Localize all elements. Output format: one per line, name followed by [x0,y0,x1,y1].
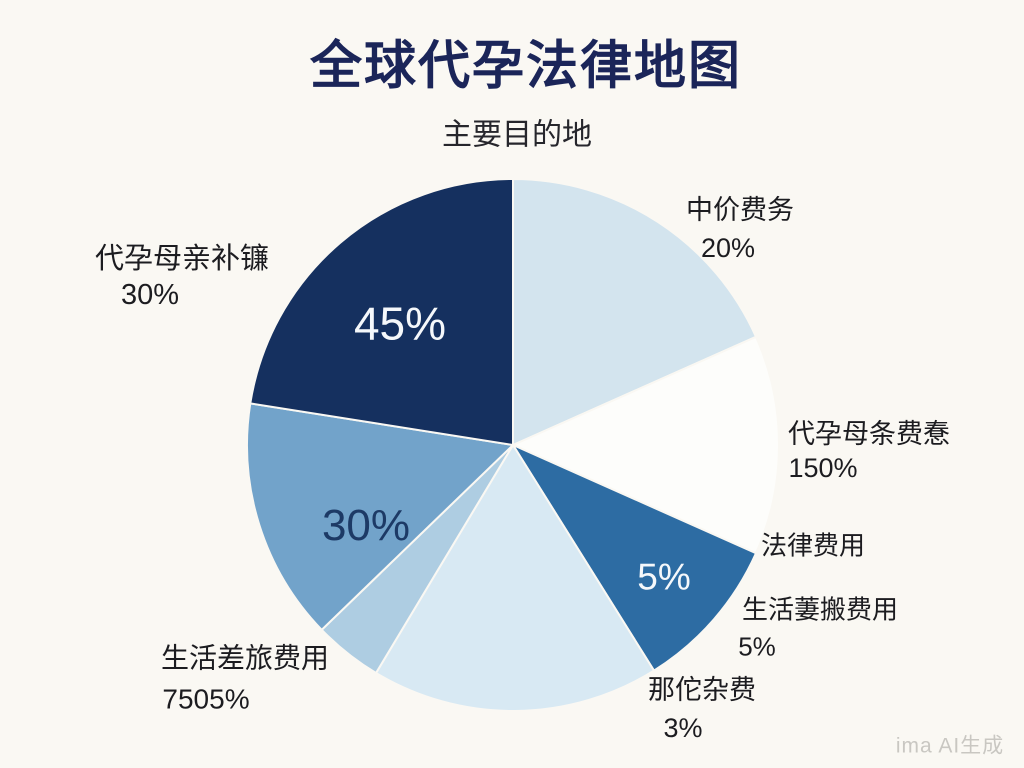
page-subtitle: 主要目的地 [442,118,592,152]
ai-watermark: ima AI生成 [895,734,1005,758]
pie-value-45: 45% [353,297,447,350]
callout-living-value: 5% [738,631,776,662]
callout-agency-label: 中价费务 [686,195,794,226]
callout-living-label: 生活萋搬费用 [741,594,899,625]
callout-misc-value: 3% [663,713,703,744]
callout-compensation-value: 30% [120,279,180,312]
pie-value-5: 5% [637,556,691,598]
callout-misc-label: 那佗杂费 [648,675,756,706]
callout-agency-value: 20% [700,233,756,264]
callout-legal-label: 法律费用 [760,530,866,561]
pie-slice-living-30 [246,402,516,632]
callout-compensation-label: 代孕母亲补镰 [94,243,270,276]
callout-surrogate-label: 代孕母条费惷 [788,419,950,450]
page-title: 全球代孕法律地图 [309,37,743,96]
pie-value-30: 30% [321,500,411,550]
callout-travel-label: 生活差旅费用 [160,642,330,674]
pie-slice-misc-fees [374,443,656,713]
callout-travel-value: 7505% [162,683,250,715]
pie-slice-compensation-45 [249,177,514,447]
callout-surrogate-value: 150% [788,453,858,484]
pie-slice-agency-fees [512,177,758,447]
pie-slice-surrogate-fee [510,335,780,555]
pie-slice-legal-living-fees [510,442,758,672]
